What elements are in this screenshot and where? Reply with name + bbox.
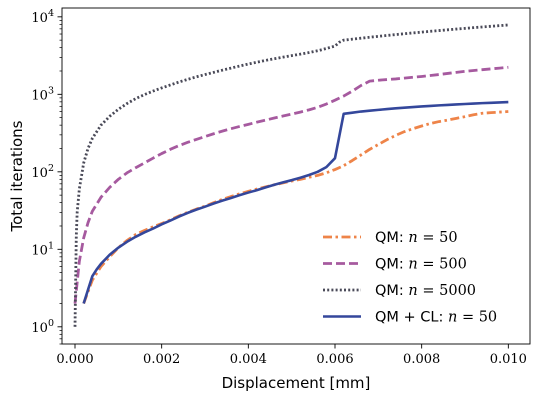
x-tick-label: 0.004	[230, 352, 267, 367]
y-tick-label: 104	[31, 8, 54, 26]
y-axis-label: Total iterations	[8, 120, 26, 232]
plot-lines	[73, 23, 509, 327]
x-tick-label: 0.008	[403, 352, 440, 367]
legend: QM: n = 50 QM: n = 500 QM: n = 5000 QM + CL…	[323, 230, 497, 326]
x-tick-label: 0.010	[490, 352, 527, 367]
y-tick-label: 100	[31, 318, 54, 336]
y-tick-label: 103	[31, 85, 54, 103]
y-axis: 100 101 102 103 104	[31, 8, 62, 345]
x-tick-label: 0.000	[56, 352, 93, 367]
legend-entry-1: QM: n = 50	[375, 230, 458, 246]
series-line-1	[82, 110, 509, 304]
x-tick-label: 0.006	[316, 352, 353, 367]
legend-entry-4: QM + CL: n = 50	[375, 310, 497, 326]
x-axis-label: Displacement [mm]	[222, 374, 371, 392]
legend-entry-2: QM: n = 500	[375, 257, 467, 273]
series-line-3	[73, 23, 509, 327]
series-line-4	[82, 100, 509, 304]
legend-entry-3: QM: n = 5000	[375, 283, 476, 299]
x-tick-label: 0.002	[143, 352, 180, 367]
plot-frame	[61, 7, 531, 345]
y-tick-label: 101	[31, 240, 54, 258]
y-tick-label: 102	[31, 163, 54, 181]
x-axis: 0.000 0.002 0.004 0.006 0.008 0.010	[56, 344, 527, 367]
series-line-2	[73, 65, 509, 304]
